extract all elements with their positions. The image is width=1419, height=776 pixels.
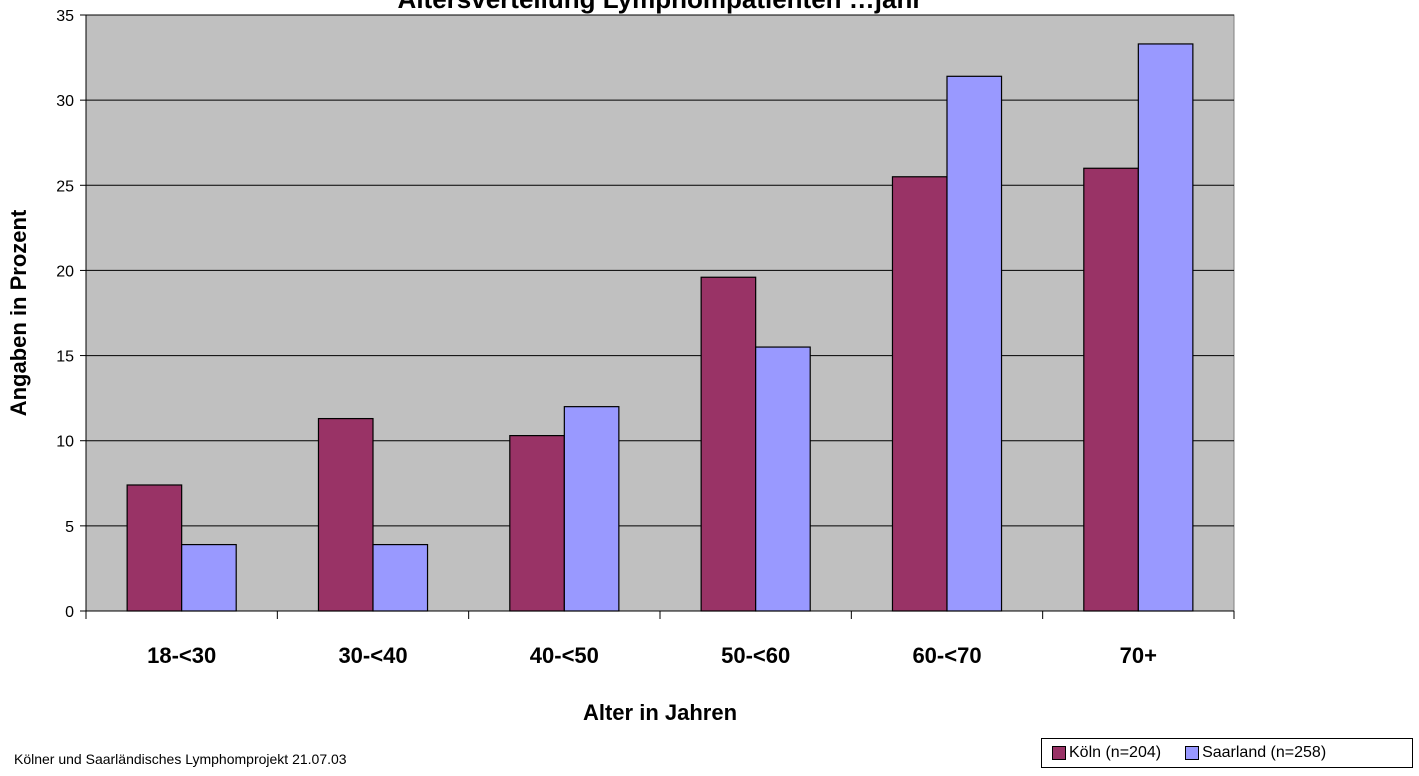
- bar-saarland: [563, 406, 620, 612]
- y-tick-label: 35: [56, 8, 74, 25]
- bar-saarland: [946, 75, 1003, 612]
- plot-area: [85, 14, 1235, 612]
- y-tick-label: 5: [65, 519, 74, 536]
- legend-item-saarland: Saarland (n=258): [1185, 744, 1326, 762]
- x-category-label: 30-<40: [338, 643, 407, 668]
- x-axis-title: Alter in Jahren: [583, 700, 737, 725]
- bar-koeln: [126, 484, 183, 612]
- legend-label-koeln: Köln (n=204): [1069, 744, 1162, 761]
- x-category-label: 18-<30: [147, 643, 216, 668]
- x-category-label: 50-<60: [721, 643, 790, 668]
- y-tick-label: 15: [56, 349, 74, 366]
- bar-saarland: [755, 346, 811, 612]
- y-tick-label: 30: [56, 93, 74, 110]
- legend: Köln (n=204) Saarland (n=258): [1041, 738, 1413, 768]
- x-category-label: 40-<50: [530, 643, 599, 668]
- y-tick-label: 0: [65, 604, 74, 621]
- y-tick-label: 25: [56, 178, 74, 195]
- footer-note: Kölner und Saarländisches Lymphomprojekt…: [14, 751, 347, 767]
- bar-saarland: [372, 543, 429, 612]
- bar-koeln: [1083, 167, 1139, 612]
- y-tick-label: 20: [56, 263, 74, 280]
- bar-koeln: [891, 176, 948, 612]
- y-tick-label: 10: [56, 434, 74, 451]
- bar-saarland: [181, 543, 237, 612]
- x-category-label: 70+: [1120, 643, 1157, 668]
- bar-saarland: [1137, 43, 1194, 612]
- x-category-label: 60-<70: [912, 643, 981, 668]
- legend-label-saarland: Saarland (n=258): [1202, 744, 1327, 761]
- bar-koeln: [317, 417, 374, 612]
- y-axis-title: Angaben in Prozent: [6, 209, 31, 416]
- bar-koeln: [700, 276, 757, 612]
- chart-title: Altersverteilung Lymphompatienten …jahr: [398, 0, 923, 14]
- legend-swatch-saarland: [1185, 746, 1200, 760]
- legend-item-koeln: Köln (n=204): [1052, 744, 1161, 762]
- legend-swatch-koeln: [1052, 746, 1066, 760]
- bar-koeln: [509, 435, 565, 612]
